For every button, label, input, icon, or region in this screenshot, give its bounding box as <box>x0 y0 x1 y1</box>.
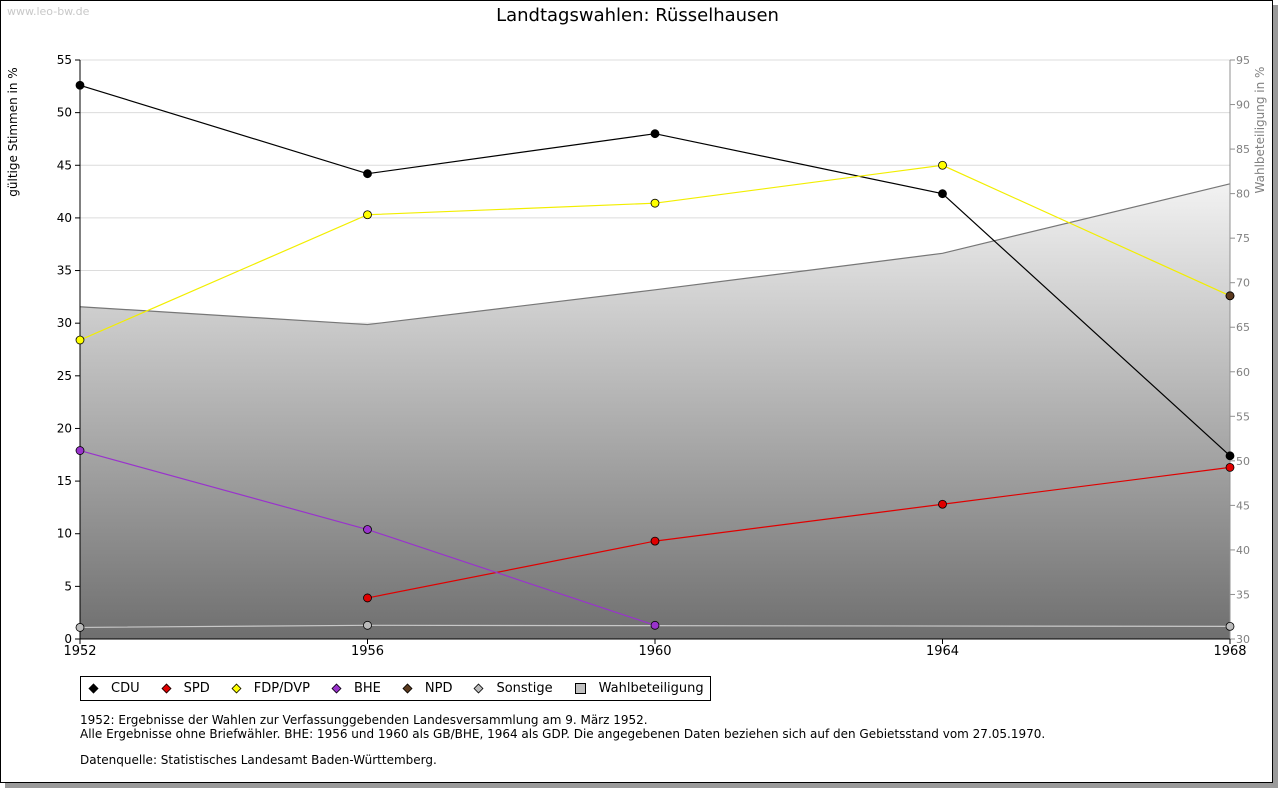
y-right-tick-label-35: 35 <box>1236 588 1250 601</box>
legend-item-fdp-dvp: FDP/DVP <box>231 681 310 696</box>
watermark: www.leo-bw.de <box>7 5 90 18</box>
marker-spd-1968 <box>1225 463 1235 472</box>
y-right-tick-label-65: 65 <box>1236 321 1250 334</box>
y-left-tick-label-5: 5 <box>64 579 72 593</box>
marker-bhe-1960 <box>650 620 660 630</box>
legend-label-cdu: CDU <box>111 681 140 696</box>
marker-cdu-1952 <box>75 80 85 90</box>
marker-bhe-1956 <box>363 525 372 534</box>
marker-spd-1956 <box>363 593 372 603</box>
turnout-area <box>80 183 1230 639</box>
marker-spd-1960 <box>650 536 660 546</box>
marker-sonstige-1968 <box>1225 621 1235 631</box>
marker-sonstige-1956 <box>363 620 372 630</box>
data-source: Datenquelle: Statistisches Landesamt Bad… <box>80 753 437 767</box>
legend: CDU SPD FDP/DVP BHE NPD Sonstige Wahlbeteiligu… <box>80 676 711 701</box>
marker-fdp-dvp-1960 <box>650 198 660 208</box>
legend-symbol-spd <box>161 683 172 694</box>
y-left-tick-label-25: 25 <box>57 369 72 383</box>
legend-symbol-sonstige <box>473 683 484 694</box>
marker-fdp-dvp-1964 <box>938 160 947 170</box>
legend-label-spd: SPD <box>183 681 210 696</box>
y-left-tick-label-40: 40 <box>57 211 72 225</box>
turnout-line <box>79 183 1231 326</box>
marker-fdp-dvp-1952 <box>75 335 85 345</box>
y-left-tick-label-15: 15 <box>57 474 72 488</box>
legend-item-npd: NPD <box>402 681 453 696</box>
y-right-tick-label-75: 75 <box>1236 232 1250 245</box>
footnotes: 1952: Ergebnisse der Wahlen zur Verfassu… <box>80 713 1045 767</box>
legend-symbol-bhe <box>331 683 342 694</box>
legend-symbol-wahlbeteiligung <box>574 683 586 694</box>
y-right-tick-label-85: 85 <box>1236 143 1250 156</box>
y-right-tick-label-80: 80 <box>1236 188 1250 201</box>
x-tick-label-1956: 1956 <box>351 644 384 659</box>
legend-label-sonstige: Sonstige <box>496 681 553 696</box>
y-right-tick-label-60: 60 <box>1236 366 1250 379</box>
y-left-tick-label-45: 45 <box>57 158 72 172</box>
footnote-1952: 1952: Ergebnisse der Wahlen zur Verfassu… <box>80 713 648 727</box>
chart-title: Landtagswahlen: Rüsselhausen <box>496 5 779 26</box>
marker-bhe-1952 <box>75 446 85 455</box>
legend-label-fdp-dvp: FDP/DVP <box>253 681 310 696</box>
legend-label-wahlbeteiligung: Wahlbeteiligung <box>598 681 704 696</box>
marker-npd-1968 <box>1225 291 1235 301</box>
y-left-tick-label-55: 55 <box>57 53 72 67</box>
y-left-tick-label-0: 0 <box>64 632 72 646</box>
y-right-tick-label-30: 30 <box>1236 633 1250 646</box>
series-line-spd <box>367 466 1231 599</box>
legend-item-wahlbeteiligung: Wahlbeteiligung <box>574 681 704 696</box>
marker-cdu-1956 <box>363 169 372 179</box>
y-right-tick-label-50: 50 <box>1236 455 1250 468</box>
legend-item-bhe: BHE <box>331 681 381 696</box>
turnout-area-layer <box>79 183 1231 639</box>
marker-sonstige-1952 <box>75 623 85 632</box>
footnote-general: Alle Ergebnisse ohne Briefwähler. BHE: 1… <box>80 727 1046 741</box>
y-right-tick-label-90: 90 <box>1236 99 1250 112</box>
marker-layer <box>75 80 1235 632</box>
legend-symbol-cdu <box>88 683 99 694</box>
x-tick-label-1960: 1960 <box>638 644 671 659</box>
legend-symbol-npd <box>402 683 413 694</box>
marker-cdu-1968 <box>1225 451 1235 461</box>
legend-label-npd: NPD <box>424 681 453 696</box>
marker-cdu-1964 <box>938 189 947 199</box>
x-tick-label-1968: 1968 <box>1213 644 1246 659</box>
marker-cdu-1960 <box>650 129 660 139</box>
y-right-tick-label-55: 55 <box>1236 410 1250 423</box>
y-left-tick-label-35: 35 <box>57 264 72 278</box>
legend-item-spd: SPD <box>161 681 210 696</box>
x-tick-label-1952: 1952 <box>63 644 96 659</box>
marker-spd-1964 <box>938 499 947 509</box>
y-right-tick-label-45: 45 <box>1236 499 1250 512</box>
legend-item-sonstige: Sonstige <box>473 681 553 696</box>
y-right-tick-label-40: 40 <box>1236 544 1250 557</box>
y-left-tick-label-10: 10 <box>57 527 72 541</box>
x-tick-label-1964: 1964 <box>926 644 959 659</box>
legend-label-bhe: BHE <box>353 681 381 696</box>
chart-plot: 0 5 10 15 20 25 30 35 40 45 50 55 30 35 40 45 50 55 60 65 70… <box>57 53 1250 659</box>
axis-layer: 0 5 10 15 20 25 30 35 40 45 50 55 30 35 40 45 50 55 60 65 70… <box>57 53 1250 659</box>
legend-item-cdu: CDU <box>88 681 140 696</box>
y-left-tick-label-20: 20 <box>57 421 72 435</box>
y-left-tick-label-30: 30 <box>57 316 72 330</box>
y-right-tick-label-70: 70 <box>1236 277 1250 290</box>
marker-fdp-dvp-1956 <box>363 210 372 220</box>
legend-symbol-fdp-dvp <box>231 683 242 694</box>
y-right-tick-label-95: 95 <box>1236 54 1250 67</box>
y-left-tick-label-50: 50 <box>57 106 72 120</box>
